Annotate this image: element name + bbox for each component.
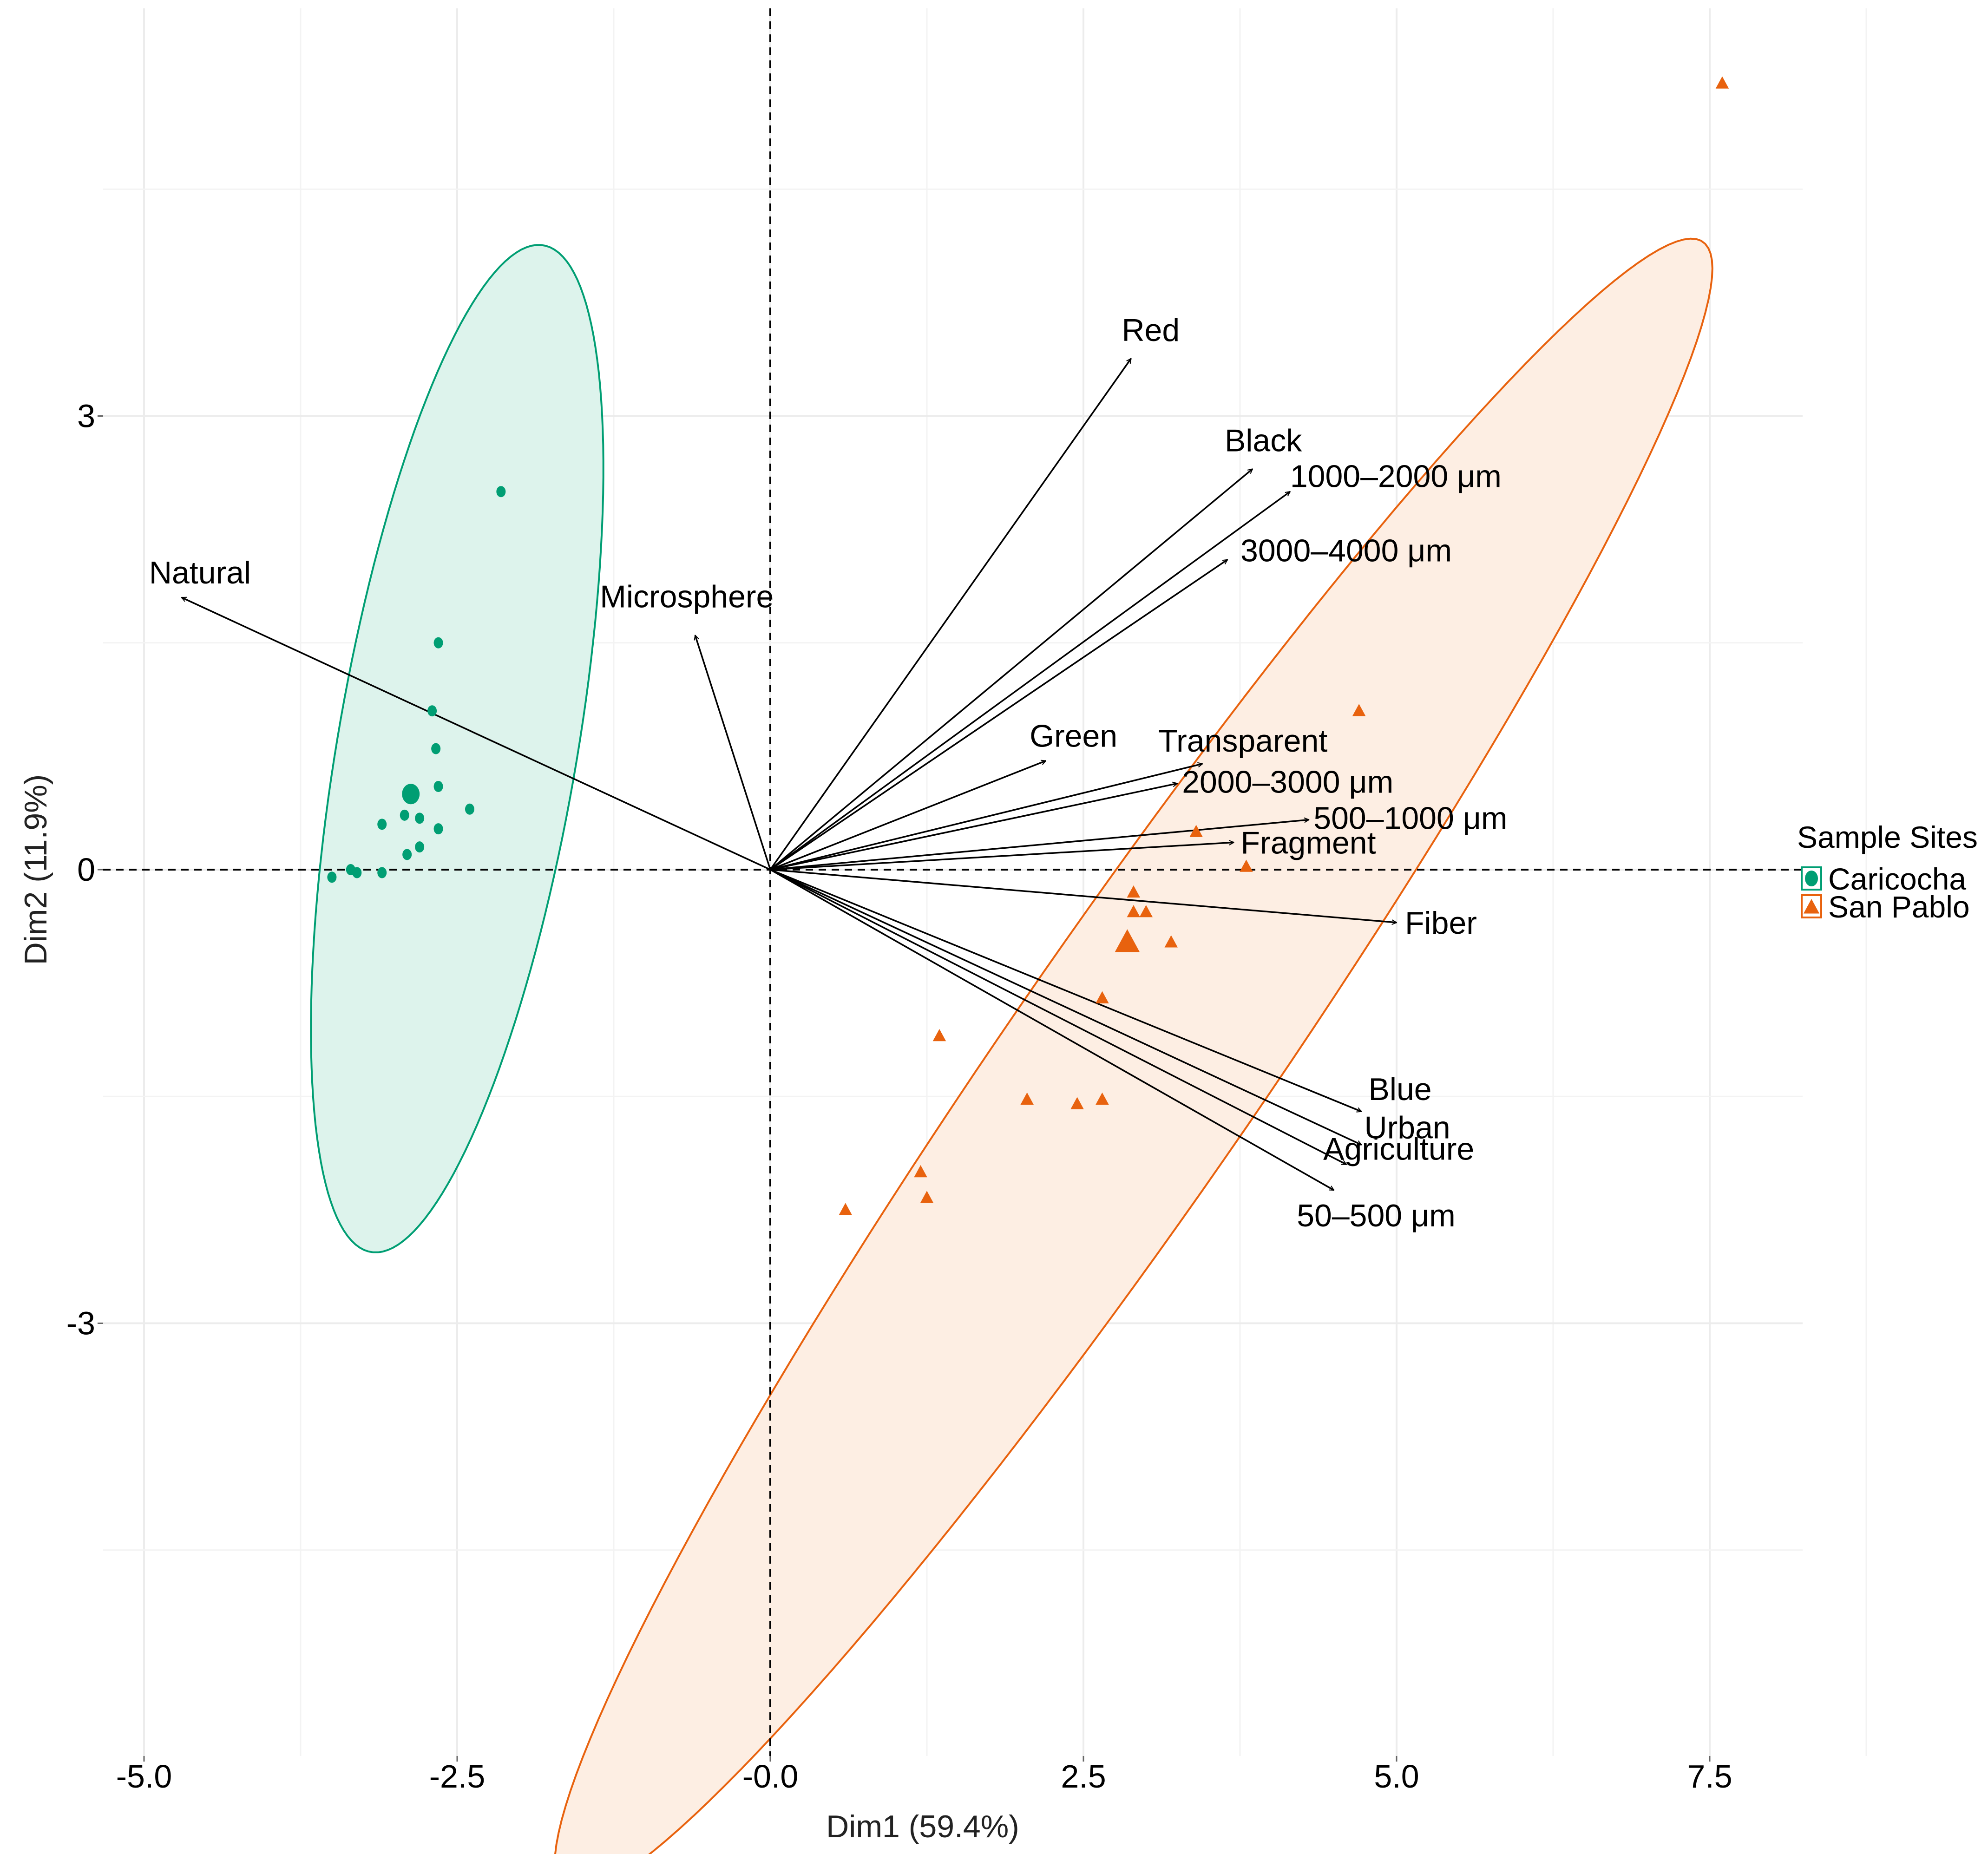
variable-label: Green — [1030, 719, 1117, 754]
variable-arrow — [769, 491, 1290, 871]
variable-arrow — [770, 761, 1046, 871]
variable-arrow — [769, 359, 1132, 871]
variable-arrow — [770, 764, 1202, 871]
legend-label-caricocha: Caricocha — [1828, 862, 1966, 896]
point-san-pablo — [914, 1165, 927, 1178]
point-san-pablo — [1127, 885, 1141, 898]
variable-arrow — [770, 869, 1397, 923]
variable-label: Agriculture — [1323, 1132, 1474, 1167]
point-san-pablo — [1189, 825, 1203, 837]
legend-label-san-pablo: San Pablo — [1828, 890, 1970, 924]
point-san-pablo — [1096, 991, 1109, 1003]
point-san-pablo — [1240, 859, 1253, 872]
variable-arrow — [770, 842, 1234, 871]
x-tick-label: 7.5 — [1687, 1758, 1732, 1795]
centroid-san-pablo — [1115, 929, 1140, 952]
point-caricocha — [496, 486, 506, 498]
variable-label: Microsphere — [600, 579, 774, 614]
point-san-pablo — [1715, 76, 1729, 89]
axes: -5.0 -2.5 -0.0 2.5 5.0 7.5 3 0 -3 Dim1 (59.4%) Dim… — [18, 398, 1732, 1845]
variable-arrow — [770, 869, 1362, 1112]
point-san-pablo — [1096, 1092, 1109, 1105]
variable-label: 3000–4000 μm — [1240, 533, 1452, 569]
point-caricocha — [433, 823, 443, 835]
variable-label: Black — [1225, 423, 1302, 458]
variable-label: Fiber — [1405, 905, 1477, 941]
variable-label: 50–500 μm — [1297, 1198, 1456, 1233]
confidence-ellipses — [310, 237, 1713, 1854]
variable-arrow — [770, 869, 1334, 1191]
y-axis-title: Dim2 (11.9%) — [18, 774, 53, 965]
point-san-pablo — [1070, 1097, 1084, 1109]
variable-label: Transparent — [1158, 723, 1327, 759]
y-tick-label: -3 — [66, 1305, 95, 1342]
ellipse-san-pablo — [554, 237, 1713, 1854]
point-caricocha — [433, 780, 443, 792]
point-caricocha — [352, 867, 362, 878]
legend-symbol-san-pablo — [1803, 899, 1820, 914]
variable-arrow — [182, 596, 771, 871]
x-axis-title: Dim1 (59.4%) — [826, 1809, 1019, 1844]
point-san-pablo — [1127, 905, 1141, 917]
point-san-pablo — [1352, 704, 1366, 716]
variable-label: 500–1000 μm — [1313, 801, 1507, 836]
variable-label: Red — [1122, 313, 1180, 348]
x-tick-label: 2.5 — [1061, 1758, 1106, 1795]
variable-arrow — [770, 559, 1227, 871]
variable-label: 2000–3000 μm — [1182, 764, 1393, 799]
variable-label: Urban — [1365, 1110, 1450, 1145]
point-san-pablo — [1020, 1092, 1034, 1105]
point-caricocha — [415, 812, 425, 824]
x-tick-label: 5.0 — [1374, 1758, 1419, 1795]
reference-lines — [103, 8, 1803, 1756]
point-san-pablo — [1164, 935, 1178, 948]
x-tick-label: -0.0 — [742, 1758, 799, 1795]
point-san-pablo — [1139, 905, 1153, 917]
point-san-pablo — [932, 1029, 946, 1042]
legend-title: Sample Sites — [1797, 820, 1978, 854]
point-san-pablo — [920, 1191, 934, 1203]
y-tick-label: 0 — [77, 852, 95, 888]
x-tick-label: -5.0 — [116, 1758, 172, 1795]
point-caricocha — [402, 849, 412, 860]
point-caricocha — [431, 743, 441, 754]
variable-arrow — [770, 869, 1362, 1146]
variable-arrow — [770, 783, 1177, 871]
variable-label: Blue — [1369, 1072, 1432, 1107]
point-san-pablo — [839, 1203, 853, 1215]
y-tick-label: 3 — [77, 398, 95, 434]
x-tick-label: -2.5 — [429, 1758, 486, 1795]
point-caricocha — [377, 819, 387, 830]
variable-arrow — [770, 820, 1309, 871]
variable-label: 1000–2000 μm — [1290, 459, 1502, 494]
sample-points — [327, 76, 1729, 1215]
point-caricocha — [465, 803, 474, 815]
variable-label: Natural — [149, 555, 251, 590]
point-caricocha — [433, 637, 443, 649]
ellipse-caricocha — [310, 244, 604, 1253]
point-caricocha — [415, 841, 425, 853]
variable-arrow — [769, 469, 1253, 871]
point-caricocha — [377, 867, 387, 878]
point-caricocha — [400, 809, 409, 821]
variable-label: Fragment — [1241, 825, 1376, 860]
point-caricocha — [427, 705, 437, 717]
variable-arrow — [695, 635, 771, 870]
legend-symbol-caricocha — [1805, 871, 1818, 886]
point-caricocha — [327, 871, 337, 883]
centroid-caricocha — [402, 784, 420, 805]
variable-arrow — [770, 869, 1346, 1166]
